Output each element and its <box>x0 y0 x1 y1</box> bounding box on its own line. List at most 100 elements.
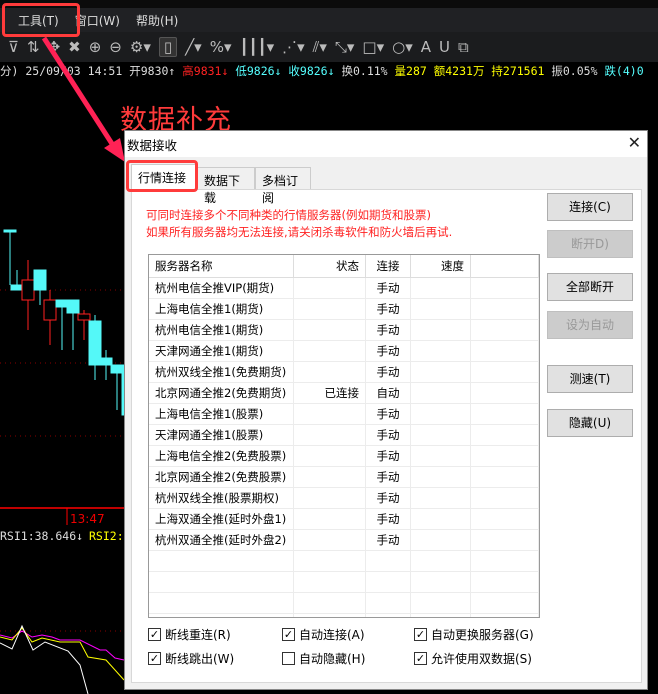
empty-row <box>149 593 539 614</box>
checkmark-icon[interactable]: ✓ <box>282 628 295 641</box>
cell: 自动 <box>366 383 411 403</box>
cell <box>294 278 366 298</box>
dual-data-checkbox[interactable]: ✓ 允许使用双数据(S) <box>414 650 532 667</box>
menu-window[interactable]: 窗口(W) <box>74 13 120 28</box>
parallel-icon[interactable]: ⫽▾ <box>312 38 327 56</box>
cell <box>294 341 366 361</box>
connect-button[interactable]: 连接(C) <box>547 193 633 221</box>
cell: 已连接 <box>294 383 366 403</box>
percent-line-icon[interactable]: %▾ <box>209 38 232 56</box>
checkmark-icon[interactable]: ✓ <box>148 652 161 665</box>
server-table[interactable]: 服务器名称 状态 连接 速度 杭州电信全推VIP(期货) 手动 上海电信全推1(期货… <box>148 254 540 618</box>
vertical-lines-icon[interactable]: ┃┃┃▾ <box>239 38 275 56</box>
hide-button[interactable]: 隐藏(U) <box>547 409 633 437</box>
table-row[interactable]: 上海双通全推(延时外盘1) 手动 <box>149 509 539 530</box>
cell: 手动 <box>366 341 411 361</box>
fib-icon[interactable]: ⤡▾ <box>334 38 355 56</box>
cell <box>294 467 366 487</box>
highlight-tab <box>126 160 198 192</box>
table-row[interactable]: 北京网通全推2(免费期货) 已连接 自动 <box>149 383 539 404</box>
zoom-out-icon[interactable]: ⊖ <box>109 38 122 56</box>
table-row[interactable]: 杭州电信全推VIP(期货) 手动 <box>149 278 539 299</box>
table-row[interactable]: 天津网通全推1(期货) 手动 <box>149 341 539 362</box>
fan-icon[interactable]: ⋰▾ <box>282 38 305 56</box>
empty-row <box>149 614 539 617</box>
table-row[interactable]: 杭州双线全推(股票期权) 手动 <box>149 488 539 509</box>
rectangle-icon[interactable]: □▾ <box>362 38 385 56</box>
table-row[interactable]: 上海电信全推1(期货) 手动 <box>149 299 539 320</box>
cell: 手动 <box>366 509 411 529</box>
quote-low: 低9826↓ <box>235 64 282 78</box>
quote-close: 收9826↓ <box>288 64 335 78</box>
table-row[interactable]: 杭州双通全推(延时外盘2) 手动 <box>149 530 539 551</box>
col-status[interactable]: 状态 <box>294 255 366 277</box>
disconnect-all-button[interactable]: 全部断开 <box>547 273 633 301</box>
checkbox-label: 允许使用双数据(S) <box>431 652 532 666</box>
checkmark-icon[interactable]: ✓ <box>414 628 427 641</box>
cell <box>411 509 471 529</box>
zoom-in-icon[interactable]: ⊕ <box>88 38 102 56</box>
auto-connect-checkbox[interactable]: ✓ 自动连接(A) <box>282 626 365 643</box>
mouse-icon[interactable]: ▯ <box>158 37 178 57</box>
tab-label: 数据下载 <box>204 174 241 205</box>
table-row[interactable]: 杭州电信全推1(期货) 手动 <box>149 320 539 341</box>
table-row[interactable]: 杭州双线全推1(免费期货) 手动 <box>149 362 539 383</box>
set-auto-button[interactable]: 设为自动 <box>547 311 633 339</box>
move-icon[interactable]: ✥ <box>47 38 61 56</box>
col-speed[interactable]: 速度 <box>411 255 471 277</box>
candle <box>110 364 124 410</box>
cell: 手动 <box>366 530 411 550</box>
auto-switch-server-checkbox[interactable]: ✓ 自动更换服务器(G) <box>414 626 534 643</box>
checkmark-icon[interactable]: ✓ <box>148 628 161 641</box>
close-icon[interactable]: ✕ <box>627 133 641 152</box>
checkbox-empty[interactable] <box>282 652 295 665</box>
col-connect[interactable]: 连接 <box>366 255 411 277</box>
cell <box>411 425 471 445</box>
auto-reconnect-checkbox[interactable]: ✓ 断线重连(R) <box>148 626 231 643</box>
cell <box>294 362 366 382</box>
tab-quote-connect-active[interactable]: 行情连接 <box>131 164 197 190</box>
cell: 天津网通全推1(期货) <box>149 341 294 361</box>
table-row[interactable]: 天津网通全推1(股票) 手动 <box>149 425 539 446</box>
sort-icon[interactable]: ⇅ <box>26 38 40 56</box>
col-server-name[interactable]: 服务器名称 <box>149 255 294 277</box>
cross-icon[interactable]: ✖ <box>68 38 81 56</box>
menu-tools[interactable]: 工具(T) <box>18 13 59 28</box>
dialog-title: 数据接收 <box>127 138 178 153</box>
checkbox-label: 断线重连(R) <box>165 628 231 642</box>
auto-hide-checkbox[interactable]: 自动隐藏(H) <box>282 650 365 667</box>
gear-icon[interactable]: ⚙▾ <box>129 38 151 56</box>
menu-help[interactable]: 帮助(H) <box>135 13 179 28</box>
checkmark-icon[interactable]: ✓ <box>414 652 427 665</box>
candle <box>10 270 24 291</box>
table-row[interactable]: 北京网通全推2(免费股票) 手动 <box>149 467 539 488</box>
line-icon[interactable]: ╱▾ <box>185 38 202 56</box>
table-row[interactable]: 上海电信全推1(股票) 手动 <box>149 404 539 425</box>
cell <box>294 488 366 508</box>
cell <box>411 467 471 487</box>
quote-amplitude: 振0.05% <box>551 64 598 78</box>
toolbar: ⊽ ⇅ ✥ ✖ ⊕ ⊖ ⚙▾ ▯ ╱▾ %▾ ┃┃┃▾ ⋰▾ ⫽▾ ⤡▾ □▾ ○▾ A U ⧉ <box>0 32 658 62</box>
circle-icon[interactable]: ○▾ <box>392 38 413 56</box>
candle <box>43 290 57 345</box>
disconnect-exit-checkbox[interactable]: ✓ 断线跳出(W) <box>148 650 234 667</box>
cell: 手动 <box>366 467 411 487</box>
tab-data-download[interactable]: 数据下载 <box>197 167 255 205</box>
table-row[interactable]: 上海电信全推2(免费股票) 手动 <box>149 446 539 467</box>
filter-icon[interactable]: ⊽ <box>8 38 19 56</box>
tab-multi-level[interactable]: 多档订阅 <box>255 167 311 205</box>
copy-icon[interactable]: ⧉ <box>457 38 469 56</box>
text-icon[interactable]: A <box>420 38 431 56</box>
magnet-icon[interactable]: U <box>439 38 450 56</box>
speed-test-button[interactable]: 测速(T) <box>547 365 633 393</box>
quote-high: 高9831↓ <box>182 64 229 78</box>
kline-chart[interactable]: 13:47 RSI1:38.646↓ RSI2: <box>0 80 130 694</box>
table-header: 服务器名称 状态 连接 速度 <box>149 255 539 278</box>
cell: 手动 <box>366 299 411 319</box>
candle <box>77 310 91 340</box>
cell: 手动 <box>366 320 411 340</box>
cell: 上海电信全推2(免费股票) <box>149 446 294 466</box>
rsi1-label: RSI1:38.646↓ <box>0 529 83 543</box>
cell: 手动 <box>366 488 411 508</box>
disconnect-button[interactable]: 断开D) <box>547 230 633 258</box>
